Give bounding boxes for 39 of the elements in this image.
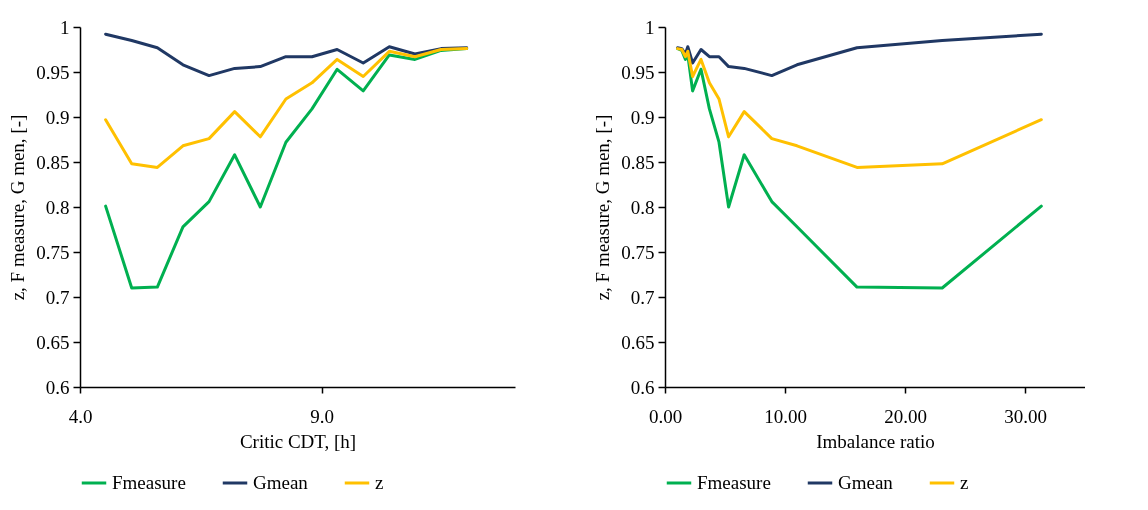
y-tick-label: 1	[645, 16, 655, 38]
y-tick-label: 0.7	[45, 286, 70, 308]
y-tick-label: 0.85	[621, 151, 655, 173]
y-tick-label: 0.8	[630, 196, 655, 218]
x-tick-label: 4.0	[68, 405, 93, 427]
y-tick-label: 0.6	[45, 376, 70, 398]
y-tick-label: 0.9	[630, 106, 655, 128]
x-tick-label: 20.00	[884, 405, 927, 427]
legend-label: z	[960, 472, 969, 493]
legend-label: Gmean	[838, 472, 894, 493]
x-tick-label: 0.00	[648, 405, 683, 427]
y-tick-label: 0.9	[45, 106, 70, 128]
y-tick-label: 0.85	[36, 151, 70, 173]
line-series	[104, 32, 469, 78]
x-tick-label: 9.0	[310, 405, 335, 427]
x-tick-label: 30.00	[1004, 405, 1047, 427]
line-series	[676, 47, 1043, 290]
y-tick-label: 0.95	[621, 61, 655, 83]
y-tick-label: 0.7	[630, 286, 655, 308]
line-series	[676, 47, 1043, 169]
y-tick-label: 0.65	[621, 331, 655, 353]
legend-label: z	[375, 472, 384, 493]
y-tick-label: 0.75	[36, 241, 70, 263]
legend-label: Fmeasure	[697, 472, 771, 493]
legend-label: Fmeasure	[112, 472, 186, 493]
y-tick-label: 0.6	[630, 376, 655, 398]
line-series	[676, 32, 1043, 78]
x-axis-title: Critic CDT, [h]	[239, 430, 357, 452]
x-axis-title: Imbalance ratio	[816, 430, 935, 452]
line-series	[104, 47, 469, 169]
y-tick-label: 1	[60, 16, 70, 38]
legend-label: Gmean	[253, 472, 309, 493]
y-axis-title: z, F measure, G men, [-]	[7, 114, 29, 301]
y-tick-label: 0.75	[621, 241, 655, 263]
x-tick-label: 10.00	[764, 405, 807, 427]
y-tick-label: 0.95	[36, 61, 70, 83]
y-tick-label: 0.65	[36, 331, 70, 353]
y-tick-label: 0.8	[45, 196, 70, 218]
y-axis-title: z, F measure, G men, [-]	[592, 114, 614, 301]
